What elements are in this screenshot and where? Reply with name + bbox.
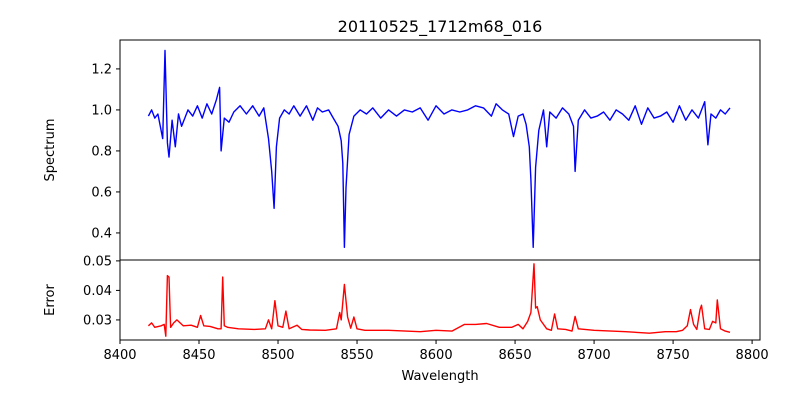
y-tick-label: 0.4 (91, 226, 112, 241)
x-tick-label: 8400 (103, 348, 136, 363)
axes-frame (119, 39, 761, 261)
y-tick-label: 0.6 (91, 185, 112, 200)
x-tick-label: 8650 (499, 348, 532, 363)
error-axes: 0.03 0.04 0.05 8400 8450 8500 8550 8600 8650 8700… (83, 254, 769, 363)
x-axis-label: Wavelength (401, 369, 478, 384)
y-axis-label-spectrum: Spectrum (43, 119, 58, 182)
y-tick-label: 1.2 (91, 62, 112, 77)
y-tick-label: 1.0 (91, 103, 112, 118)
x-tick-label: 8700 (578, 348, 611, 363)
x-tick-label: 8550 (340, 348, 373, 363)
y-tick-label: 0.05 (83, 254, 112, 269)
x-tick-label: 8800 (736, 348, 769, 363)
spectrum-axes: 0.4 0.6 0.8 1.0 1.2 (91, 39, 761, 261)
chart-title: 20110525_1712m68_016 (338, 17, 543, 37)
y-tick-label: 0.04 (83, 284, 112, 299)
x-tick-label: 8450 (182, 348, 215, 363)
y-tick-label: 0.8 (91, 144, 112, 159)
axes-frame (119, 259, 761, 341)
x-tick-label: 8500 (261, 348, 294, 363)
spectrum-line (147, 49, 731, 249)
y-axis-label-error: Error (43, 284, 58, 316)
x-tick-label: 8750 (657, 348, 690, 363)
x-tick-label: 8600 (420, 348, 453, 363)
error-line (147, 263, 731, 337)
y-tick-label: 0.03 (83, 313, 112, 328)
